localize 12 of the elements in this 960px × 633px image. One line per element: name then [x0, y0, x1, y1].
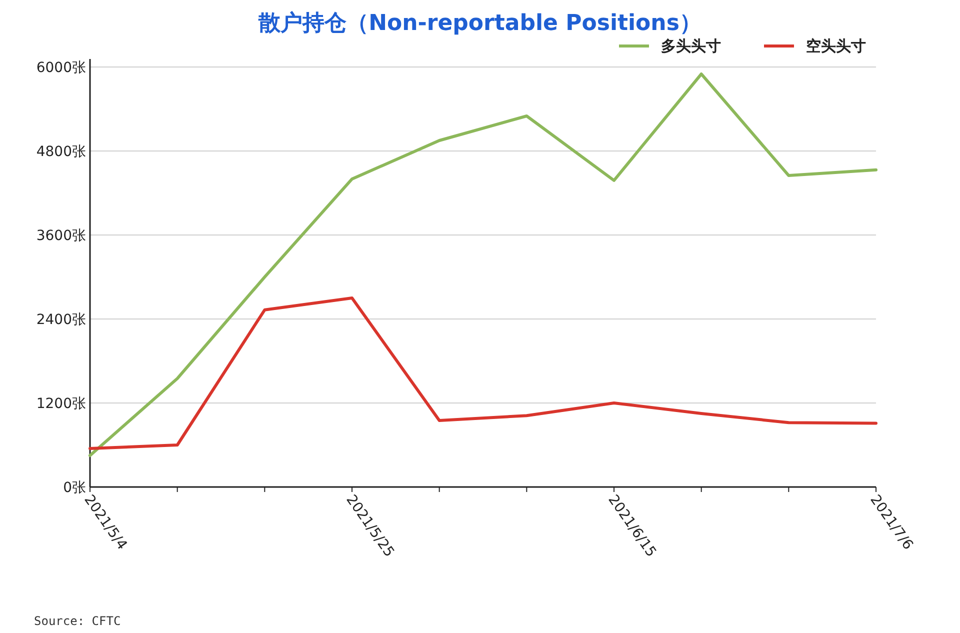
line-series	[88, 296, 878, 450]
legend-label: 多头头寸	[661, 37, 721, 55]
y-tick-label: 6000张	[36, 60, 86, 76]
y-tick-label: 0张	[63, 480, 86, 496]
y-tick-label: 4800张	[36, 144, 86, 160]
source-note: Source: CFTC	[34, 614, 121, 628]
line-series	[88, 72, 878, 457]
chart-title: 散户持仓（Non-reportable Positions）	[258, 10, 702, 36]
legend-label: 空头头寸	[806, 37, 866, 55]
y-tick-label: 3600张	[36, 228, 86, 244]
y-tick-label: 2400张	[36, 312, 86, 328]
y-tick-label: 1200张	[36, 396, 86, 412]
